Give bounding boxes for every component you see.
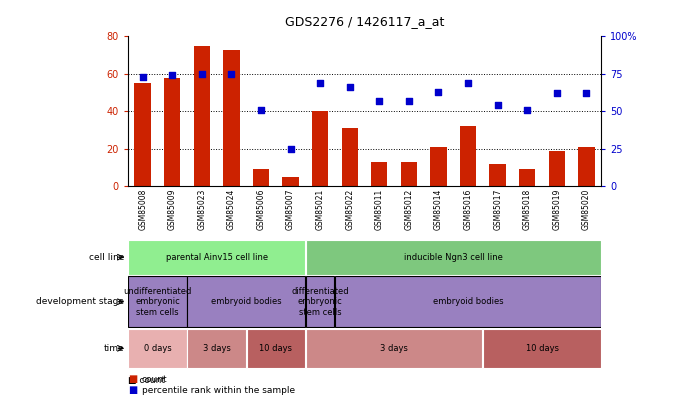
Text: embryoid bodies: embryoid bodies — [211, 297, 281, 306]
Bar — [306, 329, 482, 368]
Point — [581, 90, 592, 97]
Text: GSM85022: GSM85022 — [346, 189, 354, 230]
Bar — [223, 49, 240, 186]
Text: GSM85012: GSM85012 — [404, 189, 413, 230]
Point — [462, 80, 473, 86]
Bar — [187, 329, 246, 368]
Text: GDS2276 / 1426117_a_at: GDS2276 / 1426117_a_at — [285, 15, 444, 28]
Point — [226, 70, 237, 77]
Point — [314, 80, 325, 86]
Bar — [283, 177, 299, 186]
Text: 10 days: 10 days — [259, 344, 292, 353]
Bar — [430, 147, 446, 186]
Text: GSM85019: GSM85019 — [552, 189, 561, 230]
Text: GSM85007: GSM85007 — [286, 189, 295, 230]
Bar — [187, 277, 305, 327]
Text: GSM85011: GSM85011 — [375, 189, 384, 230]
Bar — [371, 162, 388, 186]
Bar — [129, 240, 305, 275]
Bar — [253, 169, 269, 186]
Bar — [460, 126, 476, 186]
Text: GSM85018: GSM85018 — [522, 189, 531, 230]
Bar — [306, 240, 600, 275]
Bar — [135, 83, 151, 186]
Point — [344, 84, 355, 91]
Point — [137, 74, 148, 80]
Bar — [312, 111, 328, 186]
Bar — [519, 169, 536, 186]
Bar — [306, 277, 334, 327]
Text: GSM85008: GSM85008 — [138, 189, 147, 230]
Bar — [129, 329, 187, 368]
Point — [433, 89, 444, 95]
Text: inducible Ngn3 cell line: inducible Ngn3 cell line — [404, 253, 502, 262]
Point — [196, 70, 207, 77]
Bar — [489, 164, 506, 186]
Point — [404, 98, 415, 104]
Text: 10 days: 10 days — [525, 344, 558, 353]
Text: 0 days: 0 days — [144, 344, 171, 353]
Text: percentile rank within the sample: percentile rank within the sample — [142, 386, 295, 395]
Text: development stage: development stage — [37, 297, 124, 306]
Text: GSM85023: GSM85023 — [198, 189, 207, 230]
Text: count: count — [142, 375, 167, 384]
Bar — [193, 46, 210, 186]
Text: GSM85024: GSM85024 — [227, 189, 236, 230]
Point — [492, 102, 503, 109]
Point — [551, 90, 562, 97]
Bar — [549, 151, 565, 186]
Bar — [578, 147, 594, 186]
Point — [522, 107, 533, 113]
Bar — [335, 277, 600, 327]
Bar — [129, 277, 187, 327]
Text: embryoid bodies: embryoid bodies — [433, 297, 503, 306]
Text: GSM85017: GSM85017 — [493, 189, 502, 230]
Text: differentiated
embryonic
stem cells: differentiated embryonic stem cells — [292, 287, 349, 317]
Bar — [483, 329, 600, 368]
Text: ■: ■ — [128, 385, 137, 395]
Text: ■ count: ■ count — [128, 376, 165, 385]
Text: GSM85016: GSM85016 — [464, 189, 473, 230]
Text: cell line: cell line — [89, 253, 124, 262]
Bar — [341, 128, 358, 186]
Text: 3 days: 3 days — [380, 344, 408, 353]
Text: GSM85014: GSM85014 — [434, 189, 443, 230]
Point — [374, 98, 385, 104]
Text: time: time — [104, 344, 124, 353]
Point — [285, 145, 296, 152]
Text: GSM85020: GSM85020 — [582, 189, 591, 230]
Bar — [247, 329, 305, 368]
Text: ■: ■ — [128, 373, 137, 384]
Point — [256, 107, 267, 113]
Bar — [164, 78, 180, 186]
Text: GSM85009: GSM85009 — [168, 189, 177, 230]
Text: parental Ainv15 cell line: parental Ainv15 cell line — [166, 253, 267, 262]
Text: undifferentiated
embryonic
stem cells: undifferentiated embryonic stem cells — [123, 287, 191, 317]
Text: 3 days: 3 days — [202, 344, 231, 353]
Text: GSM85006: GSM85006 — [256, 189, 265, 230]
Bar — [401, 162, 417, 186]
Point — [167, 72, 178, 79]
Text: GSM85021: GSM85021 — [316, 189, 325, 230]
